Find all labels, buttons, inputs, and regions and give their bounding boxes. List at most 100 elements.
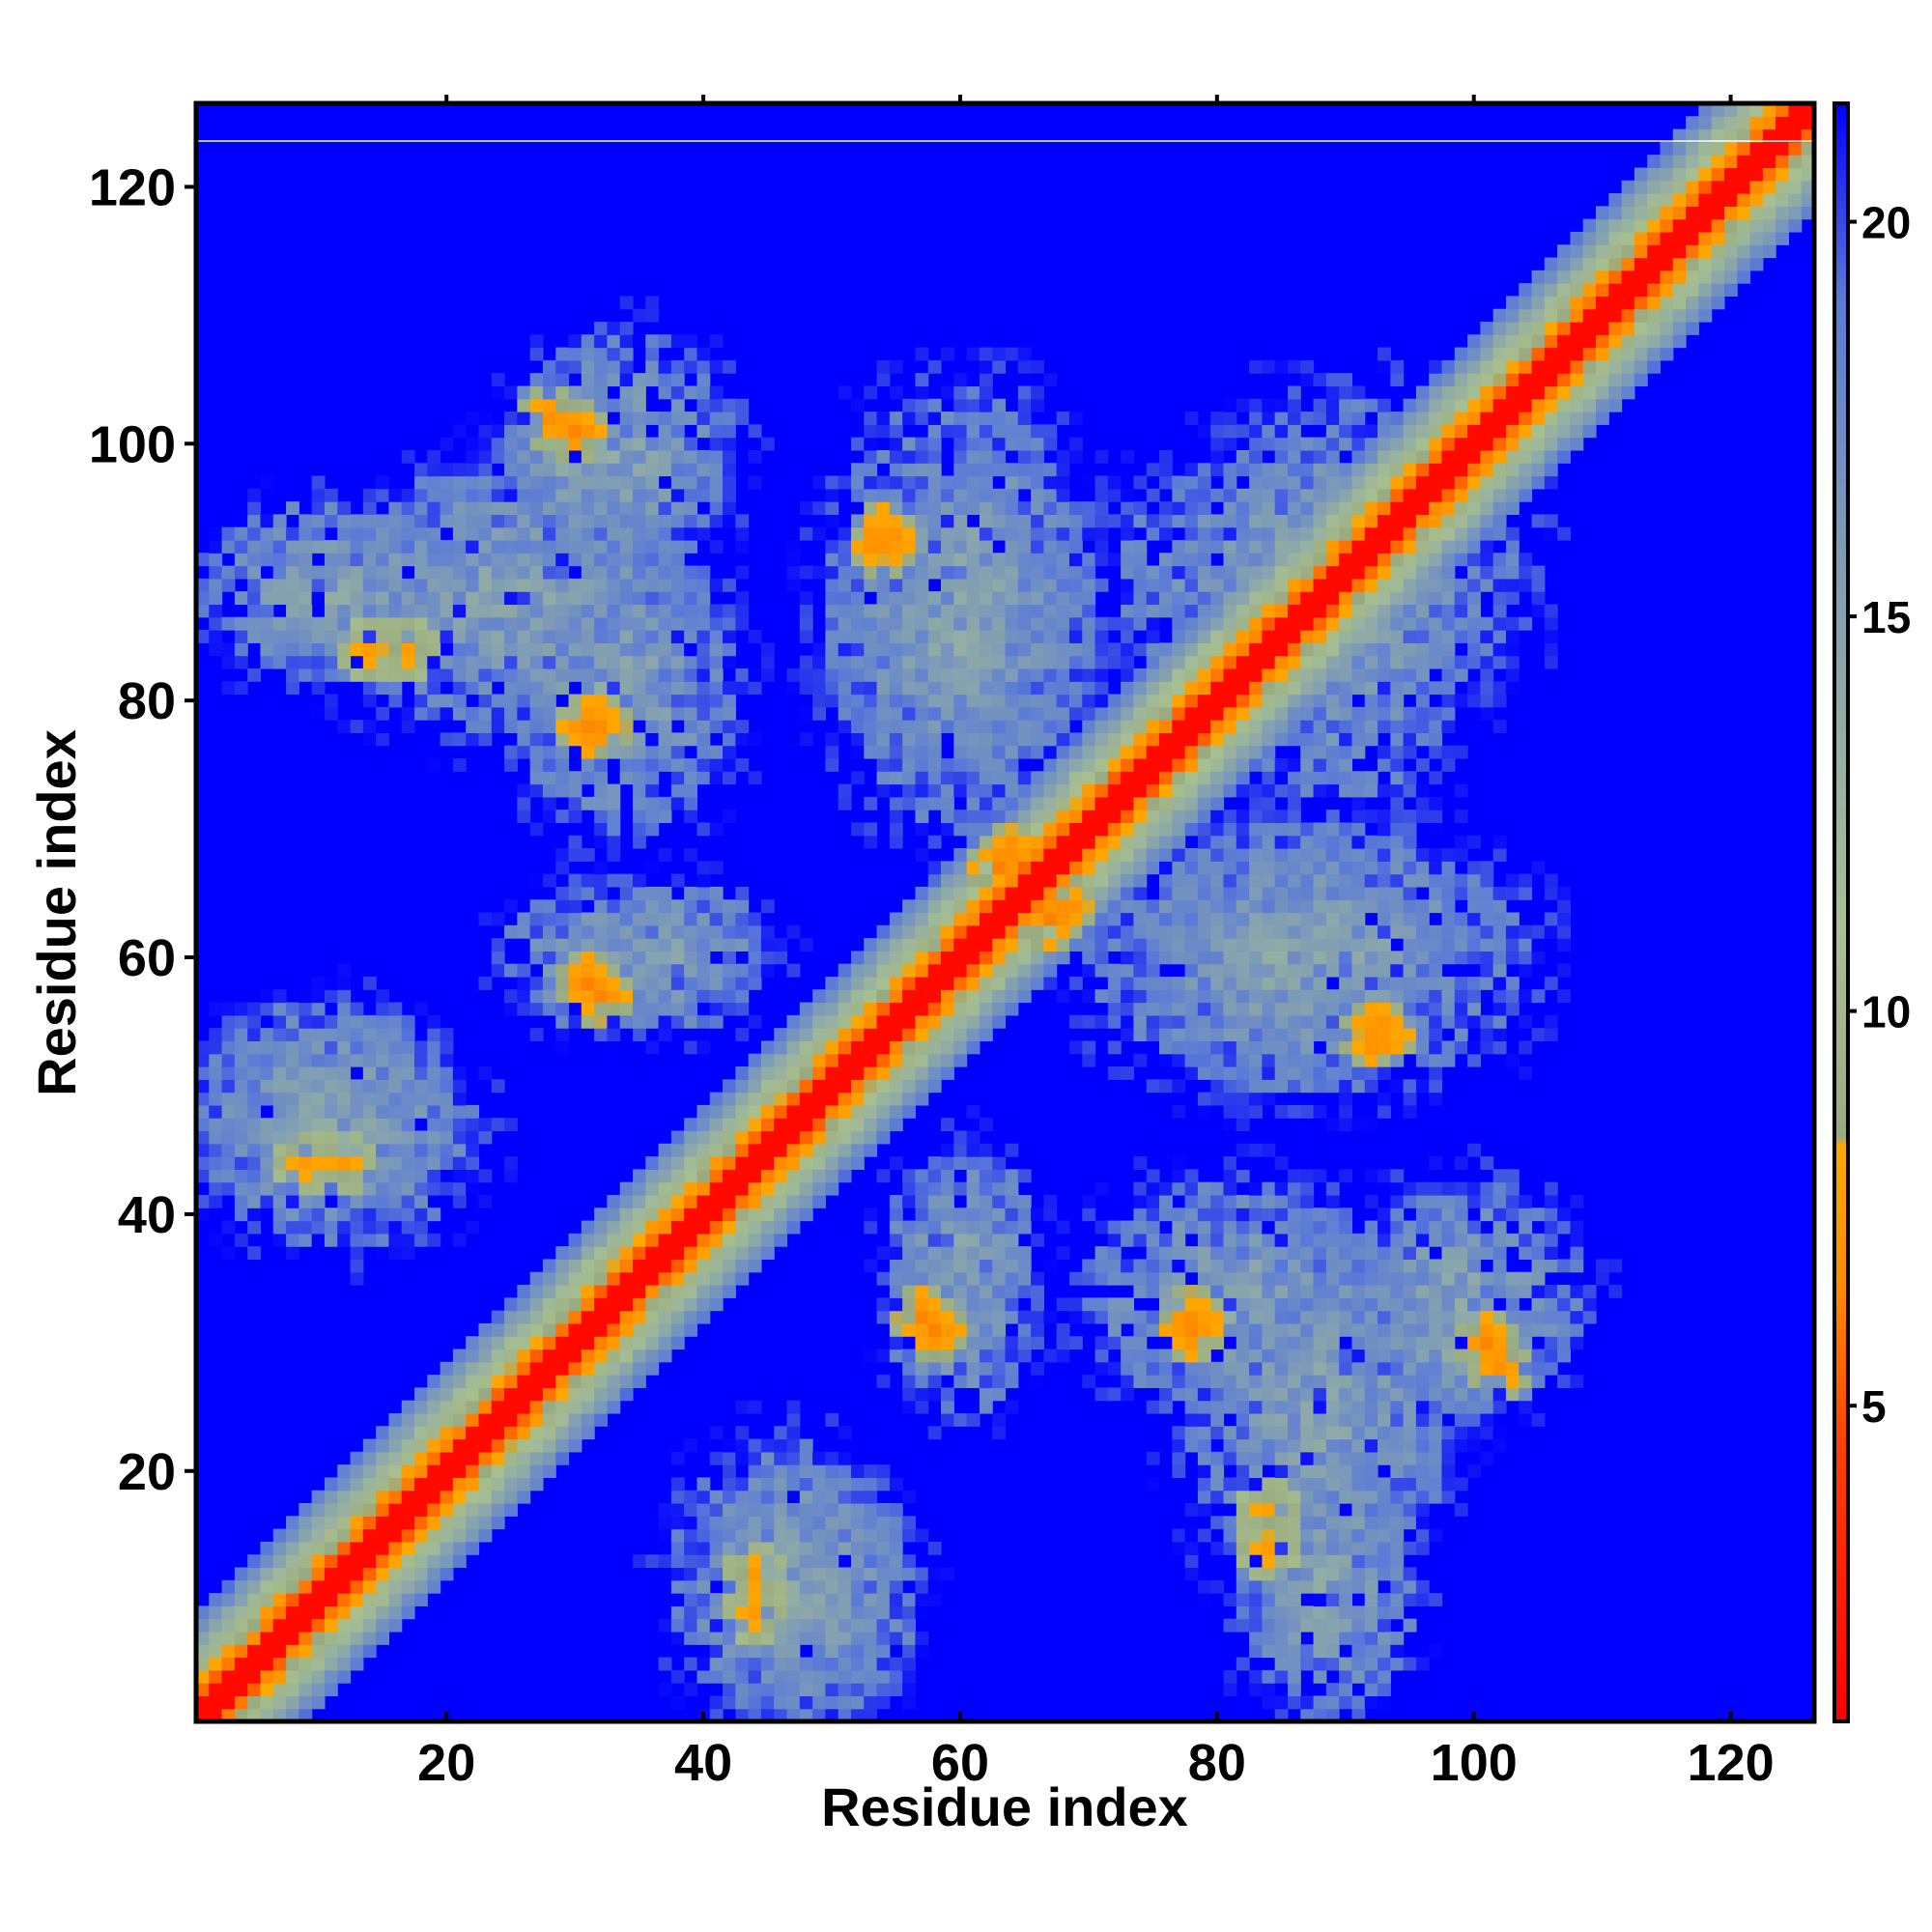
heatmap-cell: [594, 668, 608, 682]
heatmap-cell: [1172, 976, 1186, 990]
heatmap-cell: [388, 1246, 403, 1261]
heatmap-cell: [311, 706, 326, 721]
heatmap-cell: [1121, 514, 1135, 528]
heatmap-cell: [376, 1246, 389, 1261]
heatmap-cell: [1159, 924, 1173, 939]
heatmap-cell: [1146, 1310, 1160, 1324]
heatmap-cell: [594, 1028, 608, 1042]
heatmap-cell: [735, 1028, 750, 1042]
heatmap-cell: [1172, 565, 1186, 580]
heatmap-cell: [748, 1554, 762, 1569]
heatmap-cell: [632, 642, 646, 657]
heatmap-cell: [941, 694, 954, 708]
heatmap-cell: [413, 1490, 428, 1504]
heatmap-cell: [619, 757, 634, 772]
heatmap-cell: [670, 539, 685, 554]
heatmap-cell: [953, 591, 968, 606]
heatmap-cell: [979, 1387, 993, 1402]
heatmap-cell: [413, 514, 428, 528]
heatmap-cell: [812, 1002, 826, 1016]
heatmap-cell: [1159, 951, 1173, 965]
heatmap-cell: [1068, 449, 1083, 464]
heatmap-cell: [979, 437, 993, 451]
heatmap-cell: [941, 1271, 954, 1286]
heatmap-cell: [1043, 1310, 1058, 1324]
heatmap-cell: [413, 1220, 428, 1235]
heatmap-cell: [684, 1657, 698, 1671]
heatmap-cell: [440, 668, 454, 682]
heatmap-cell: [1082, 655, 1096, 669]
heatmap-cell: [466, 1477, 480, 1492]
heatmap-cell: [825, 1169, 839, 1183]
heatmap-cell: [1249, 1426, 1263, 1440]
heatmap-cell: [466, 539, 480, 554]
heatmap-cell: [915, 963, 929, 978]
heatmap-cell: [1236, 1271, 1250, 1286]
heatmap-cell: [1159, 1014, 1173, 1029]
heatmap-cell: [748, 1605, 762, 1620]
heatmap-cell: [915, 488, 929, 502]
heatmap-cell: [799, 1477, 813, 1492]
heatmap-cell: [709, 1451, 724, 1465]
heatmap-cell: [619, 706, 634, 721]
heatmap-cell: [966, 565, 980, 580]
heatmap-cell: [388, 1181, 403, 1196]
heatmap-cell: [684, 720, 698, 733]
heatmap-cell: [362, 1567, 377, 1581]
heatmap-cell: [1236, 616, 1250, 631]
heatmap-cell: [825, 553, 839, 567]
heatmap-cell: [709, 539, 724, 554]
heatmap-cell: [529, 989, 544, 1004]
heatmap-cell: [1159, 1079, 1173, 1094]
heatmap-cell: [709, 1695, 724, 1710]
heatmap-cell: [786, 1554, 801, 1569]
heatmap-cell: [542, 1375, 556, 1388]
heatmap-cell: [786, 1438, 801, 1453]
heatmap-cell: [889, 694, 903, 708]
heatmap-cell: [812, 989, 826, 1004]
heatmap-cell: [915, 1169, 929, 1183]
heatmap-cell: [1172, 732, 1186, 747]
heatmap-cell: [723, 732, 736, 747]
heatmap-cell: [542, 899, 556, 914]
heatmap-cell: [1017, 630, 1032, 643]
heatmap-cell: [1197, 873, 1211, 888]
heatmap-cell: [286, 1194, 299, 1208]
heatmap-cell: [876, 1246, 891, 1261]
heatmap-cell: [850, 1014, 865, 1029]
heatmap-cell: [452, 732, 467, 747]
heatmap-cell: [979, 1169, 993, 1183]
heatmap-cell: [723, 1271, 736, 1286]
heatmap-cell: [1172, 681, 1186, 696]
heatmap-cell: [427, 1464, 441, 1479]
heatmap-cell: [337, 1233, 352, 1247]
heatmap-cell: [850, 681, 865, 696]
heatmap-cell: [850, 694, 865, 708]
heatmap-cell: [876, 604, 891, 618]
heatmap-cell: [568, 655, 582, 669]
heatmap-cell: [1068, 912, 1083, 926]
heatmap-cell: [542, 1002, 556, 1016]
heatmap-cell: [1210, 1412, 1225, 1427]
heatmap-cell: [413, 1104, 428, 1119]
heatmap-cell: [876, 1644, 891, 1659]
heatmap-cell: [979, 591, 993, 606]
heatmap-cell: [774, 1554, 788, 1569]
heatmap-cell: [825, 694, 839, 708]
heatmap-cell: [915, 1194, 929, 1208]
heatmap-cell: [799, 526, 813, 541]
heatmap-cell: [1146, 1400, 1160, 1414]
heatmap-cell: [1133, 539, 1148, 554]
heatmap-cell: [413, 1516, 428, 1530]
heatmap-cell: [260, 1053, 274, 1067]
heatmap-cell: [953, 1181, 968, 1196]
heatmap-cell: [632, 463, 646, 477]
heatmap-cell: [209, 1002, 223, 1016]
heatmap-cell: [838, 565, 852, 580]
heatmap-cell: [607, 899, 621, 914]
heatmap-cell: [748, 1593, 762, 1606]
heatmap-cell: [850, 989, 865, 1004]
heatmap-cell: [542, 526, 556, 541]
heatmap-cell: [941, 616, 954, 631]
heatmap-cell: [850, 1066, 865, 1080]
